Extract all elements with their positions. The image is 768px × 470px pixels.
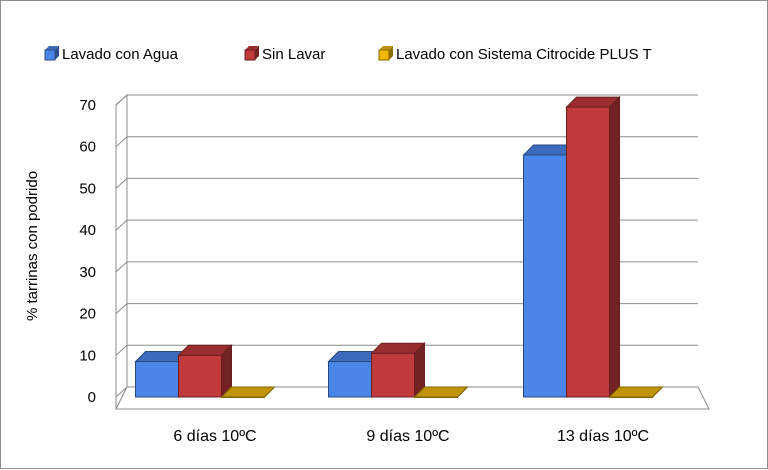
bar-side	[264, 386, 275, 398]
y-tick-labels: 0 10 20 30 40 50 60 70	[79, 97, 96, 406]
legend-label: Lavado con Sistema Citrocide PLUS T	[396, 46, 652, 63]
legend-swatch-top	[245, 46, 259, 50]
bar-front	[178, 354, 222, 398]
bar-front	[328, 361, 372, 398]
legend-swatch-side	[389, 46, 393, 60]
gridline-side	[115, 344, 128, 356]
bar	[177, 344, 233, 399]
y-tick-label: 30	[79, 264, 96, 281]
gridline-side	[115, 219, 128, 231]
bar-front	[523, 154, 567, 398]
x-category-label: 13 días 10ºC	[557, 428, 649, 445]
legend-swatch-side	[55, 46, 59, 60]
bar	[370, 341, 426, 399]
bar	[413, 386, 469, 398]
bar	[220, 386, 276, 398]
bars	[134, 95, 664, 399]
y-tick-label: 40	[79, 222, 96, 239]
gridline-side	[115, 94, 128, 106]
gridline-side	[115, 303, 128, 314]
legend-item: Lavado con Agua	[44, 46, 179, 63]
legend-swatch	[378, 49, 390, 61]
y-tick-label: 50	[79, 180, 96, 197]
y-tick-label: 60	[79, 139, 96, 156]
gridline-side	[115, 261, 128, 273]
y-tick-label: 20	[79, 306, 96, 323]
legend-item: Sin Lavar	[244, 46, 325, 63]
legend-swatch	[44, 49, 56, 61]
legend: Lavado con Agua Sin Lavar Lavado con Siste…	[44, 46, 652, 63]
gridline-side	[115, 386, 128, 398]
x-category-labels: 6 días 10ºC 9 días 10ºC 13 días 10ºC	[173, 428, 649, 445]
y-tick-label: 70	[79, 97, 96, 114]
legend-label: Lavado con Agua	[62, 46, 179, 63]
bar-side	[652, 386, 663, 398]
bar	[608, 386, 664, 398]
gridline-side	[115, 178, 128, 189]
bar-front	[135, 361, 179, 398]
legend-swatch-side	[255, 46, 259, 60]
bar-side	[457, 386, 468, 398]
legend-item: Lavado con Sistema Citrocide PLUS T	[378, 46, 652, 63]
y-axis-label: % tarrinas con podrido	[24, 171, 41, 321]
bar-front	[371, 352, 415, 398]
x-category-label: 6 días 10ºC	[173, 428, 256, 445]
y-tick-label: 0	[88, 389, 96, 406]
legend-swatch-top	[379, 46, 393, 50]
y-tick-label: 10	[79, 347, 96, 364]
bar-front	[566, 106, 610, 398]
x-category-label: 9 días 10ºC	[366, 428, 449, 445]
legend-swatch	[244, 49, 256, 61]
bar	[565, 95, 621, 399]
bar-side	[609, 95, 620, 399]
legend-swatch-top	[45, 46, 59, 50]
gridline-side	[115, 136, 128, 148]
legend-label: Sin Lavar	[262, 46, 325, 63]
